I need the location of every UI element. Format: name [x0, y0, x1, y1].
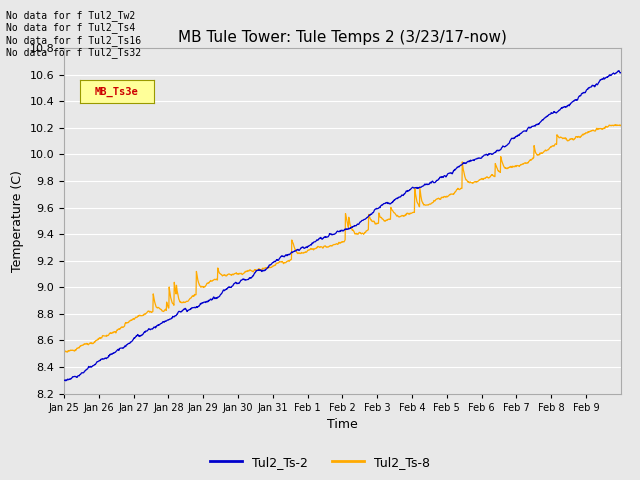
Text: MB_Ts3e: MB_Ts3e [95, 86, 139, 97]
Y-axis label: Temperature (C): Temperature (C) [11, 170, 24, 272]
Legend: Tul2_Ts-2, Tul2_Ts-8: Tul2_Ts-2, Tul2_Ts-8 [205, 451, 435, 474]
Title: MB Tule Tower: Tule Temps 2 (3/23/17-now): MB Tule Tower: Tule Temps 2 (3/23/17-now… [178, 30, 507, 46]
X-axis label: Time: Time [327, 418, 358, 431]
Text: No data for f Tul2_Tw2
No data for f Tul2_Ts4
No data for f Tul2_Ts16
No data fo: No data for f Tul2_Tw2 No data for f Tul… [6, 10, 141, 58]
